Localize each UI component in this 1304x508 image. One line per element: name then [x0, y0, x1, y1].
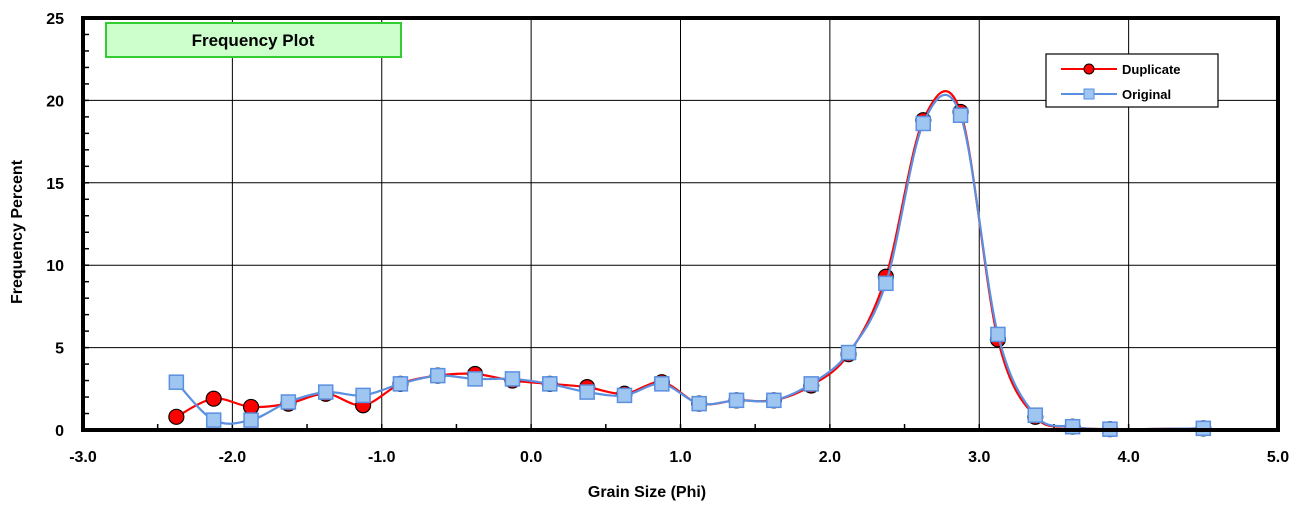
x-tick-label: 3.0: [968, 449, 990, 466]
data-point: [952, 107, 969, 123]
series-layer: [168, 90, 1212, 438]
y-tick-label: 25: [46, 11, 64, 28]
x-tick-labels: -3.0 -2.0 -1.0 0.0 1.0 2.0 3.0 4.0 5.0: [69, 449, 1289, 466]
data-point: [317, 384, 334, 400]
data-point: [766, 392, 782, 409]
x-tick-label: 0.0: [520, 449, 542, 466]
y-axis-label: Frequency Percent: [9, 159, 26, 304]
data-point: [430, 367, 446, 384]
data-point: [878, 275, 894, 292]
data-point: [392, 376, 409, 392]
data-point: [168, 408, 185, 425]
x-tick-label: 4.0: [1118, 449, 1140, 466]
data-point: [840, 344, 857, 361]
chart-title-box: Frequency Plot: [105, 22, 402, 58]
y-tick-label: 15: [46, 176, 64, 193]
data-point: [205, 412, 222, 428]
data-point: [542, 376, 558, 392]
chart-title: Frequency Plot: [192, 31, 315, 50]
x-tick-label: 1.0: [669, 449, 691, 466]
data-point: [205, 390, 222, 407]
series-line-original: [175, 93, 1204, 431]
x-tick-label: -3.0: [69, 449, 97, 466]
data-point: [579, 384, 595, 400]
data-point: [355, 387, 371, 404]
data-point: [243, 412, 259, 428]
data-point: [691, 395, 707, 412]
legend-label-original: Original: [1122, 87, 1171, 102]
plot-area-border: [81, 16, 1280, 432]
data-point: [990, 326, 1006, 343]
legend: Duplicate Original: [1045, 53, 1219, 108]
data-point: [280, 394, 297, 410]
x-tick-label: 2.0: [819, 449, 841, 466]
data-point: [803, 376, 819, 392]
x-axis-label: Grain Size (Phi): [588, 484, 706, 501]
x-tick-label: -1.0: [368, 449, 396, 466]
y-tick-label: 10: [46, 258, 64, 275]
series-line-duplicate: [175, 90, 1204, 431]
data-point: [504, 371, 521, 387]
data-point: [616, 387, 633, 404]
data-point: [915, 115, 931, 132]
x-tick-label: -2.0: [219, 449, 247, 466]
data-point: [467, 371, 483, 387]
y-tick-label: 20: [46, 93, 64, 110]
data-point: [728, 392, 745, 409]
y-tick-labels: 0 5 10 15 20 25: [46, 11, 64, 440]
legend-marker-original: [1083, 88, 1095, 100]
x-tick-label: 5.0: [1267, 449, 1289, 466]
legend-label-duplicate: Duplicate: [1122, 62, 1181, 77]
y-tick-label: 5: [55, 341, 64, 358]
y-tick-label: 0: [55, 423, 64, 440]
data-point: [242, 398, 260, 416]
data-point: [1027, 407, 1044, 423]
data-point: [168, 374, 185, 390]
legend-marker-duplicate: [1083, 63, 1095, 75]
data-point: [654, 376, 670, 392]
